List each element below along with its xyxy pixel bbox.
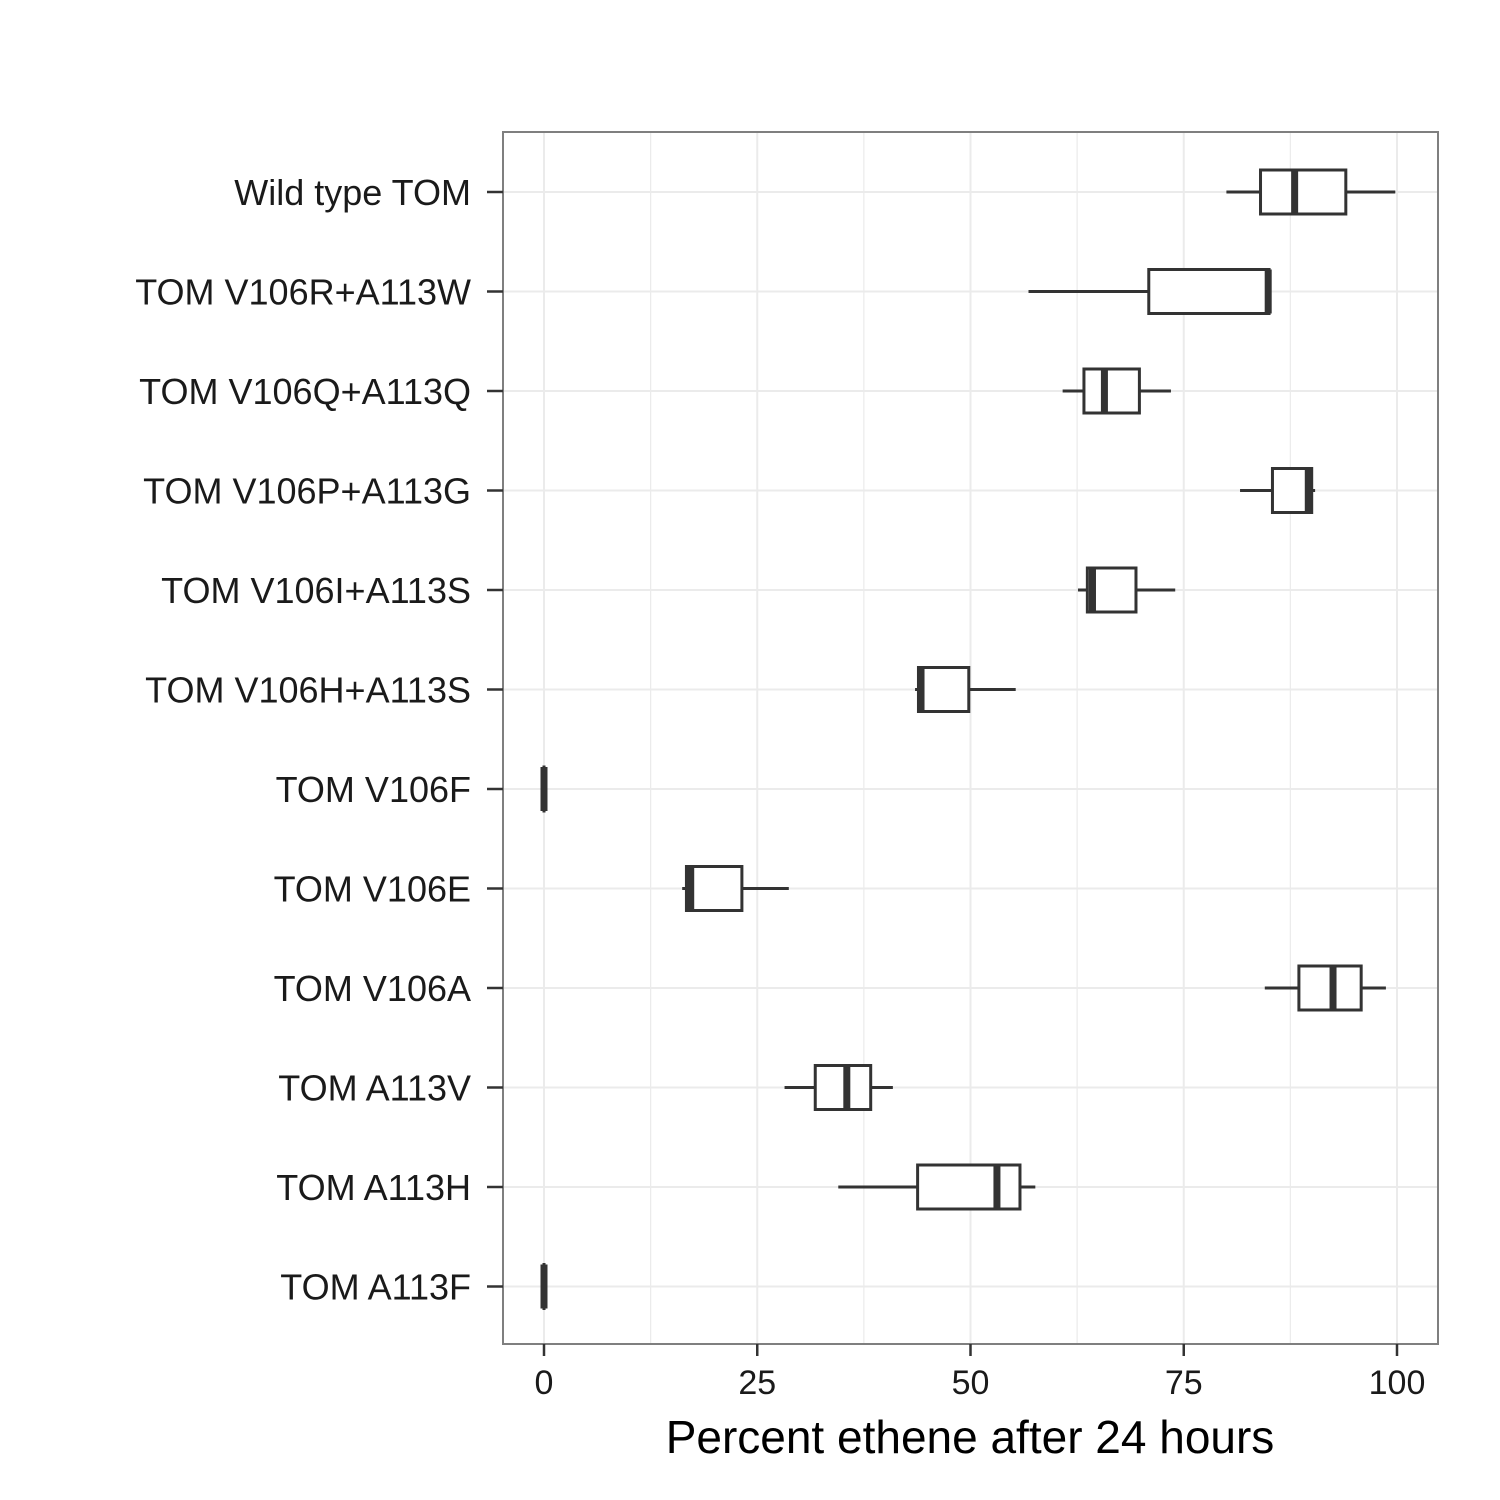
box-series [540,168,1396,1310]
y-tick-label: TOM V106E [274,869,471,910]
y-tick-label: TOM V106Q+A113Q [139,371,471,412]
box-iqr [1259,168,1348,216]
y-tick-label: TOM V106I+A113S [161,570,471,611]
x-tick-label: 0 [535,1364,554,1402]
box [784,1064,893,1111]
box-iqr [813,1064,873,1111]
y-tick-label: TOM V106P+A113G [143,471,471,512]
y-tick-label: Wild type TOM [234,172,471,213]
x-axis-title: Percent ethene after 24 hours [666,1411,1275,1463]
x-axis: 0 25 50 75 100 [535,1344,1426,1402]
box-iqr [684,865,744,912]
box-iqr [1147,268,1271,315]
box [1077,566,1176,614]
box-iqr [916,666,971,713]
y-tick-label: TOM A113F [280,1267,471,1308]
minor-gridlines [650,132,1291,1344]
y-tick-label: TOM A113H [276,1167,471,1208]
x-tick-label: 100 [1369,1364,1426,1402]
x-tick-label: 75 [1165,1364,1203,1402]
box [1264,964,1386,1012]
box [915,666,1016,713]
y-tick-label: TOM V106F [276,769,471,810]
y-tick-label: TOM A113V [278,1068,471,1109]
box [1226,168,1396,216]
box [1240,467,1316,514]
y-tick-label: TOM V106R+A113W [135,272,471,313]
box [838,1163,1036,1211]
box-iqr [1082,367,1141,415]
y-axis: Wild type TOM TOM V106R+A113W TOM V106Q+A1… [135,172,503,1308]
box-iqr [916,1163,1022,1211]
y-tick-label: TOM V106H+A113S [145,670,471,711]
y-tick-label: TOM V106A [274,968,471,1009]
box [682,865,789,912]
box [1028,268,1272,315]
x-tick-label: 50 [952,1364,990,1402]
x-tick-label: 25 [738,1364,776,1402]
box [1062,367,1171,415]
